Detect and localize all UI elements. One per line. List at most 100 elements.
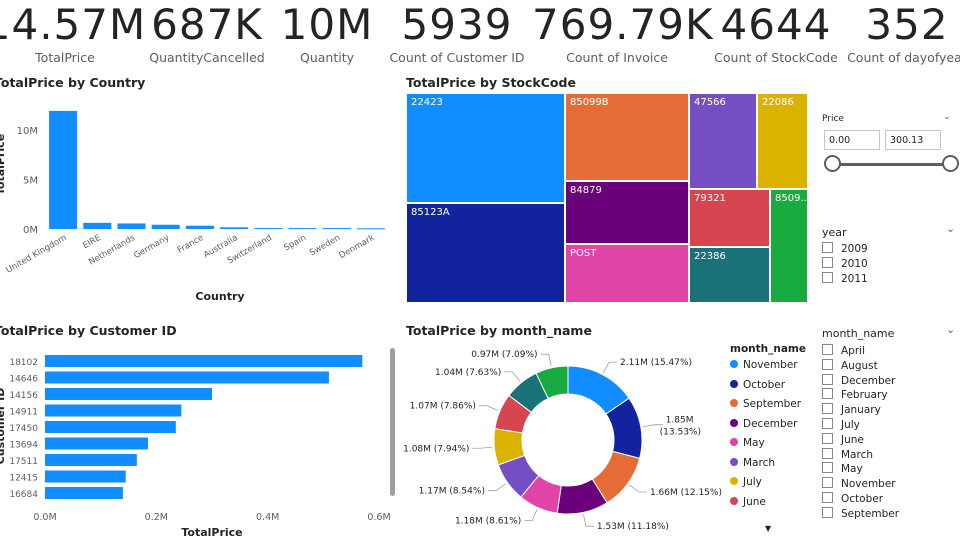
checkbox[interactable] bbox=[822, 373, 833, 385]
price-slider-max-handle[interactable] bbox=[942, 155, 959, 172]
legend-scroll-down-icon[interactable]: ▼ bbox=[765, 524, 772, 533]
x-tick-label: Spain bbox=[282, 233, 308, 254]
bar[interactable] bbox=[322, 228, 351, 230]
checkbox[interactable] bbox=[822, 432, 833, 444]
checkbox[interactable] bbox=[822, 447, 833, 459]
treemap-tile[interactable]: 79321 bbox=[689, 189, 770, 247]
checkbox[interactable] bbox=[822, 462, 833, 474]
leader-line bbox=[629, 484, 647, 493]
month-option-label: May bbox=[841, 463, 863, 476]
price-min-input[interactable]: 0.00 bbox=[824, 130, 880, 150]
month-option[interactable]: November bbox=[822, 477, 896, 490]
checkbox[interactable] bbox=[822, 477, 833, 489]
treemap-tile[interactable]: 22423 bbox=[406, 93, 565, 203]
month-option[interactable]: March bbox=[822, 447, 874, 461]
bar[interactable] bbox=[288, 228, 317, 230]
treemap-tile[interactable]: 47566 bbox=[689, 93, 757, 189]
bar[interactable] bbox=[356, 228, 385, 230]
legend-item-may[interactable]: May bbox=[730, 437, 765, 449]
treemap-tile[interactable]: 8509... bbox=[770, 189, 808, 303]
checkbox[interactable] bbox=[822, 388, 833, 400]
legend-item-december[interactable]: December bbox=[730, 418, 797, 430]
legend-item-july[interactable]: July bbox=[730, 476, 762, 488]
month-donut-chart[interactable]: 2.11M (15.47%) 1.85M (13.53%) 1.66M (12.15%… bbox=[400, 340, 725, 540]
bar[interactable] bbox=[185, 225, 214, 229]
bar[interactable] bbox=[45, 371, 329, 384]
leader-line bbox=[603, 361, 618, 373]
bar[interactable] bbox=[45, 388, 212, 400]
month-option[interactable]: April bbox=[822, 344, 865, 357]
checkbox[interactable] bbox=[822, 506, 833, 518]
bar[interactable] bbox=[45, 487, 123, 499]
bar[interactable] bbox=[45, 421, 176, 433]
bar[interactable] bbox=[45, 355, 363, 367]
kpi-quantity: 10M Quantity bbox=[272, 0, 382, 65]
treemap-tile[interactable]: POST bbox=[565, 244, 689, 303]
bar[interactable] bbox=[49, 110, 78, 229]
checkbox[interactable] bbox=[822, 257, 833, 268]
scrollbar[interactable] bbox=[390, 348, 395, 496]
checkbox[interactable] bbox=[822, 358, 833, 370]
legend-item-october[interactable]: October bbox=[730, 379, 785, 391]
month-option[interactable]: September bbox=[822, 506, 899, 520]
bar[interactable] bbox=[45, 404, 182, 417]
bar[interactable] bbox=[254, 228, 283, 230]
year-option-label: 2010 bbox=[841, 258, 868, 270]
month-option[interactable]: July bbox=[822, 418, 860, 431]
month-option[interactable]: December bbox=[822, 373, 895, 387]
kpi-value: 769.79K bbox=[532, 0, 714, 49]
x-axis-title: TotalPrice bbox=[181, 526, 242, 539]
month-option-label: March bbox=[841, 448, 874, 461]
price-slider-track[interactable] bbox=[834, 163, 952, 166]
legend-item-september[interactable]: September bbox=[730, 398, 801, 410]
price-max-input[interactable]: 300.13 bbox=[885, 130, 941, 150]
checkbox[interactable] bbox=[822, 272, 833, 283]
donut-legend-title: month_name bbox=[730, 343, 806, 355]
data-label: 1.66M (12.15%) bbox=[650, 488, 722, 498]
stockcode-treemap[interactable]: 22423 85123A 85099B 84879 POST 47566 220… bbox=[406, 93, 808, 303]
month-option[interactable]: February bbox=[822, 388, 888, 401]
more-options-icon[interactable]: ⌄ bbox=[943, 112, 951, 122]
year-option[interactable]: 2011 bbox=[822, 272, 868, 285]
month-option[interactable]: October bbox=[822, 492, 883, 505]
checkbox[interactable] bbox=[822, 418, 833, 429]
bar[interactable] bbox=[83, 222, 112, 229]
bar[interactable] bbox=[45, 454, 137, 466]
year-option[interactable]: 2009 bbox=[822, 242, 868, 255]
checkbox[interactable] bbox=[822, 492, 833, 503]
month-option[interactable]: January bbox=[822, 403, 881, 416]
donut-slice[interactable] bbox=[535, 365, 569, 400]
chevron-down-icon[interactable]: ⌄ bbox=[946, 222, 956, 235]
checkbox[interactable] bbox=[822, 242, 833, 253]
treemap-tile[interactable]: 22086 bbox=[757, 93, 808, 189]
bar[interactable] bbox=[45, 437, 148, 450]
legend-item-june[interactable]: June bbox=[730, 496, 766, 508]
x-tick-label: Sweden bbox=[308, 233, 342, 258]
month-option[interactable]: June bbox=[822, 432, 864, 446]
month-option[interactable]: August bbox=[822, 358, 878, 372]
month-option-label: June bbox=[841, 433, 864, 446]
month-option[interactable]: May bbox=[822, 462, 863, 475]
kpi-count-dayofyear: 352 Count of dayofyear bbox=[846, 0, 960, 65]
bar[interactable] bbox=[45, 470, 126, 483]
legend-label: June bbox=[743, 495, 766, 508]
chevron-down-icon[interactable]: ⌄ bbox=[946, 323, 956, 336]
bar[interactable] bbox=[220, 227, 249, 229]
bar[interactable] bbox=[151, 224, 180, 229]
bar[interactable] bbox=[117, 223, 146, 229]
price-slider-min-handle[interactable] bbox=[824, 155, 841, 172]
x-tick-label: EIRE bbox=[81, 233, 103, 251]
checkbox[interactable] bbox=[822, 344, 833, 355]
legend-marker bbox=[730, 418, 738, 427]
treemap-tile[interactable]: 84879 bbox=[565, 181, 689, 244]
treemap-tile[interactable]: 22386 bbox=[689, 247, 770, 303]
checkbox[interactable] bbox=[822, 403, 833, 415]
legend-item-march[interactable]: March bbox=[730, 457, 775, 469]
legend-item-november[interactable]: November bbox=[730, 359, 798, 371]
year-option[interactable]: 2010 bbox=[822, 257, 868, 270]
treemap-tile[interactable]: 85123A bbox=[406, 203, 565, 303]
kpi-count-invoice: 769.79K Count of Invoice bbox=[532, 0, 714, 65]
treemap-tile[interactable]: 85099B bbox=[565, 93, 689, 181]
customer-bar-chart[interactable]: 18102 14646 14156 14911 17450 13694 17511 12415… bbox=[0, 340, 400, 540]
